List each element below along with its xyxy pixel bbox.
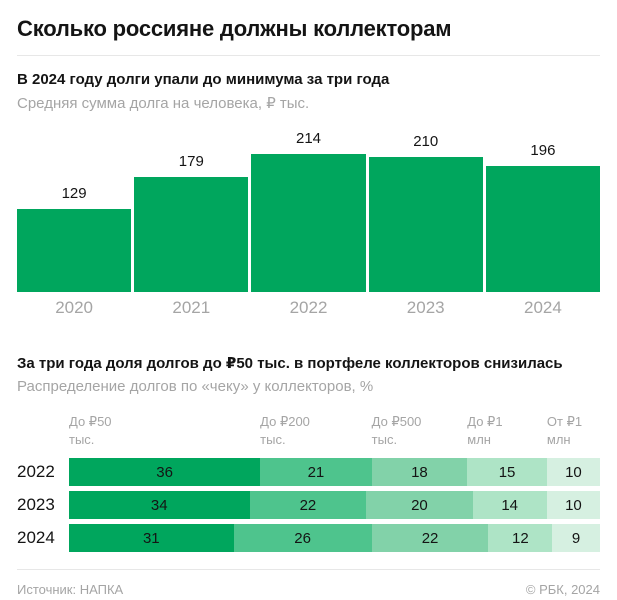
bar-chart-x-axis: 2020 2021 2022 2023 2024 [17,298,600,318]
segment-value-label: 14 [501,496,519,514]
source-label: Источник: НАПКА [17,582,124,597]
stacked-segment: 21 [260,458,372,486]
bar-year-label: 2022 [289,298,328,317]
bar-value-label: 196 [530,142,556,159]
stacked-chart-column-headers: До ₽50 тыс. До ₽200 тыс. До ₽500 тыс. До ₽1 млн… [69,413,600,449]
bar-value-label: 129 [61,185,87,202]
segment-value-label: 21 [307,463,325,481]
segment-value-label: 9 [571,529,581,547]
bar [485,166,601,292]
stacked-row: 2024 31 26 22 12 9 [17,524,600,552]
title-divider [17,55,600,56]
stacked-bar: 31 26 22 12 9 [69,524,600,552]
bar-year-label: 2020 [55,298,94,317]
bar [368,157,483,292]
stacked-row: 2022 36 21 18 15 10 [17,458,600,486]
stacked-segment: 26 [233,524,372,552]
stacked-chart-section: За три года доля долгов до ₽50 тыс. в по… [17,354,600,552]
stacked-segment: 22 [249,491,367,519]
segment-value-label: 10 [565,463,582,481]
bar-chart: 129 179 214 210 196 [17,124,601,292]
stacked-chart-rows: 2022 36 21 18 15 10 2023 34 22 20 14 10 2024 31 26 22 12… [17,458,600,552]
stacked-column-header: До ₽200 тыс. [260,414,310,447]
row-year-label: 2023 [17,495,55,514]
bar [134,177,249,292]
stacked-segment: 12 [488,524,553,552]
bar-value-label: 214 [295,130,322,147]
bar-value-label: 179 [178,153,204,170]
page-title: Сколько россияне должны коллекторам [17,16,452,41]
segment-value-label: 26 [294,529,311,547]
segment-value-label: 18 [411,463,428,481]
stacked-column-header: От ₽1 млн [546,414,583,447]
footer-divider [17,569,600,570]
stacked-segment: 22 [371,524,489,552]
stacked-segment: 31 [69,524,234,552]
segment-value-label: 36 [156,463,173,481]
segment-value-label: 15 [498,463,516,481]
bar-column: 129 [17,124,132,292]
bar [17,209,132,292]
segment-value-label: 12 [511,529,529,547]
bar-column: 179 [134,124,249,292]
segment-value-label: 34 [150,496,168,514]
segment-value-label: 10 [565,496,582,514]
stacked-segment: 18 [371,458,468,486]
stacked-column-header: До ₽1 млн [467,414,503,447]
stacked-segment: 10 [546,458,600,486]
footer: Источник: НАПКА © РБК, 2024 [17,582,600,597]
stacked-column-header: До ₽50 тыс. [69,414,112,447]
segment-value-label: 31 [142,529,160,547]
segment-value-label: 22 [299,496,317,514]
bar-column: 214 [251,124,366,292]
stacked-column-header: До ₽500 тыс. [371,414,422,447]
segment-value-label: 22 [421,529,439,547]
bar-chart-subtitle: Средняя сумма долга на человека, ₽ тыс. [17,95,310,112]
stacked-segment: 36 [69,458,261,486]
stacked-segment: 9 [552,524,600,552]
bar [251,154,366,292]
segment-value-label: 20 [411,496,428,514]
stacked-bar: 34 22 20 14 10 [69,491,600,519]
stacked-chart-subtitle: Распределение долгов по «чеку» у коллект… [17,378,374,395]
stacked-segment: 20 [366,491,473,519]
bar-column: 210 [368,124,483,292]
bar-column: 196 [485,124,601,292]
stacked-segment: 10 [546,491,600,519]
bar-value-label: 210 [413,133,439,150]
row-year-label: 2024 [17,528,55,547]
bar-chart-section: В 2024 году долги упали до минимума за т… [17,71,601,318]
copyright-label: © РБК, 2024 [525,582,600,597]
stacked-bar: 36 21 18 15 10 [69,458,600,486]
bar-year-label: 2021 [172,298,211,317]
bar-year-label: 2024 [524,298,562,317]
stacked-row: 2023 34 22 20 14 10 [17,491,600,519]
stacked-segment: 15 [467,458,547,486]
bar-year-label: 2023 [406,298,445,317]
bar-chart-title: В 2024 году долги упали до минимума за т… [17,71,390,88]
row-year-label: 2022 [17,462,55,481]
stacked-chart: До ₽50 тыс. До ₽200 тыс. До ₽500 тыс. До ₽1 млн… [17,413,600,552]
stacked-segment: 14 [472,491,547,519]
stacked-segment: 34 [69,491,250,519]
stacked-chart-title: За три года доля долгов до ₽50 тыс. в по… [17,355,563,372]
